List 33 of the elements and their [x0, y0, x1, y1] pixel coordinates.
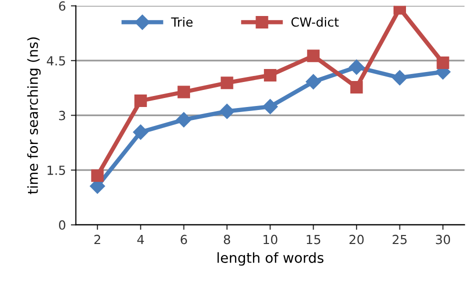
- point: [176, 112, 192, 128]
- x-tick-label: 10: [264, 234, 278, 244]
- point: [220, 76, 234, 90]
- point: [264, 68, 276, 82]
- point: [134, 94, 147, 107]
- x-tick-label: 30: [436, 234, 450, 244]
- point: [306, 74, 321, 90]
- point: [436, 56, 450, 70]
- x-tick-label: 25: [392, 234, 407, 244]
- point: [91, 169, 104, 182]
- y-tick-label: 3: [59, 110, 66, 120]
- y-tick-label: 1.5: [48, 166, 66, 176]
- legend-label: CW-dict: [291, 17, 339, 27]
- y-tick-label: 0: [58, 220, 66, 230]
- point: [392, 70, 408, 86]
- legend-label: Trie: [171, 17, 193, 27]
- point: [307, 50, 320, 62]
- x-axis-title: length of words: [218, 252, 324, 266]
- point: [262, 99, 278, 114]
- x-tick-label: 15: [306, 234, 320, 244]
- point: [219, 104, 235, 119]
- y-tick-label: 6: [59, 1, 66, 11]
- x-tick-label: 4: [137, 234, 144, 244]
- point: [133, 124, 148, 140]
- point: [348, 60, 364, 75]
- y-axis-title: time for searching (ns): [27, 37, 41, 194]
- point: [178, 86, 190, 98]
- point: [350, 80, 363, 94]
- x-tick-label: 8: [224, 234, 230, 244]
- y-tick-label: 4.5: [46, 56, 66, 66]
- x-tick-label: 2: [94, 234, 100, 244]
- x-tick-label: 20: [350, 234, 364, 244]
- x-tick-label: 6: [180, 234, 187, 244]
